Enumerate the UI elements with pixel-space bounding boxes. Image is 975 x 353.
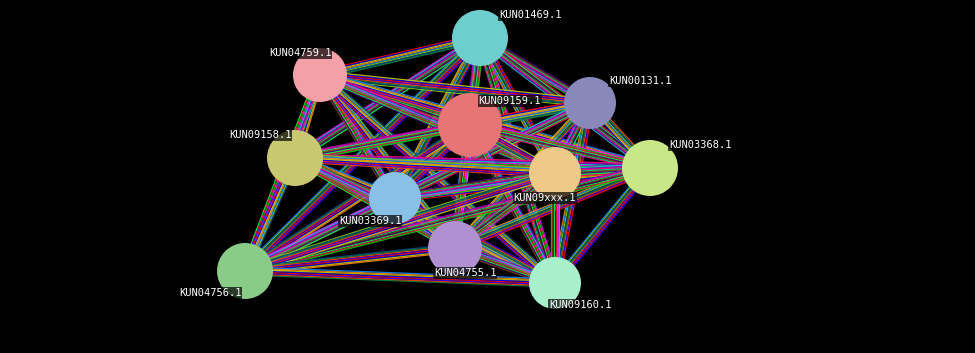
Circle shape bbox=[438, 93, 502, 157]
Text: KUN03368.1: KUN03368.1 bbox=[669, 140, 731, 150]
Circle shape bbox=[452, 10, 508, 66]
Circle shape bbox=[529, 257, 581, 309]
Text: KUN09160.1: KUN09160.1 bbox=[549, 300, 611, 310]
Circle shape bbox=[529, 147, 581, 199]
Text: KUN04755.1: KUN04755.1 bbox=[434, 268, 496, 278]
Text: KUN03369.1: KUN03369.1 bbox=[338, 216, 402, 226]
Circle shape bbox=[217, 243, 273, 299]
Text: KUN09xxx.1: KUN09xxx.1 bbox=[514, 193, 576, 203]
Text: KUN04756.1: KUN04756.1 bbox=[178, 288, 241, 298]
Text: KUN01469.1: KUN01469.1 bbox=[499, 10, 562, 20]
Text: KUN00131.1: KUN00131.1 bbox=[608, 76, 671, 86]
Text: KUN09158.1: KUN09158.1 bbox=[229, 130, 292, 140]
Circle shape bbox=[369, 172, 421, 224]
Circle shape bbox=[267, 130, 323, 186]
Circle shape bbox=[428, 221, 482, 275]
Text: KUN09159.1: KUN09159.1 bbox=[479, 96, 541, 106]
Text: KUN04759.1: KUN04759.1 bbox=[269, 48, 332, 58]
Circle shape bbox=[564, 77, 616, 129]
Circle shape bbox=[622, 140, 678, 196]
Circle shape bbox=[293, 48, 347, 102]
